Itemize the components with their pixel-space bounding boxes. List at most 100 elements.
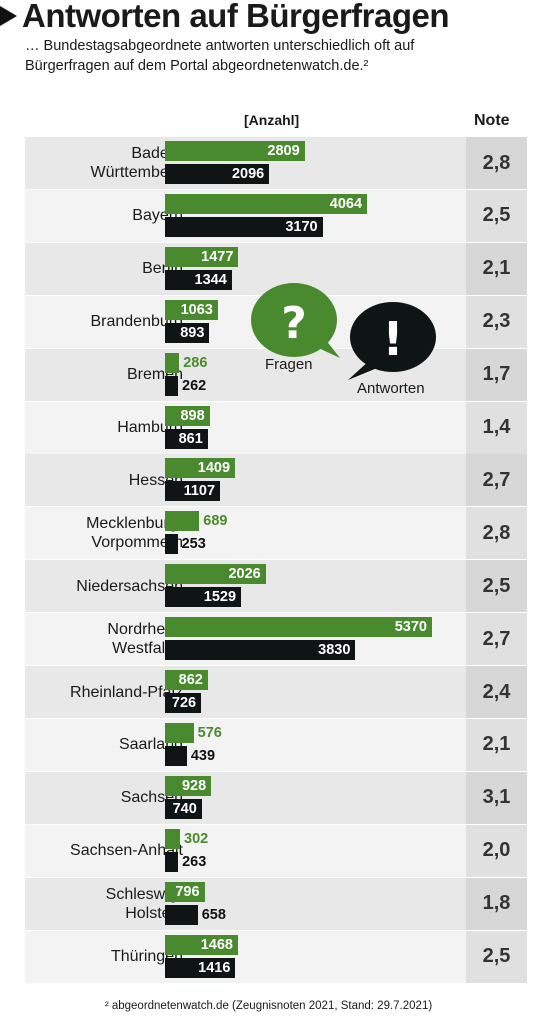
category-label: Schleswig- Holstein [105, 885, 183, 922]
answer-bar [165, 322, 210, 343]
question-bar [165, 775, 212, 796]
chart-row: Baden- Württemberg 2809 2096 2,8 [25, 137, 527, 189]
grade-value: 1,4 [482, 416, 511, 438]
grade-cell [466, 877, 527, 930]
question-value-label: 1063 [180, 301, 213, 318]
grade-cell [466, 560, 527, 613]
question-value-label: 302 [184, 830, 209, 847]
chart-row: Brandenburg 1063 893 2,3 [25, 295, 527, 348]
answer-bar [165, 745, 187, 766]
category-label: Saarland [118, 736, 183, 754]
answer-bar [165, 534, 178, 555]
answer-value-label: 1107 [183, 483, 216, 500]
grade-cell [466, 507, 527, 560]
answer-value-label: 253 [181, 536, 206, 553]
question-value-label: 576 [197, 724, 222, 741]
question-value-label: 1409 [197, 460, 231, 477]
question-bar [165, 670, 208, 690]
grade-cell [466, 613, 527, 666]
question-value-label: 796 [175, 883, 200, 900]
question-bar [165, 352, 180, 373]
question-bar [165, 193, 368, 214]
question-value-label: 5370 [394, 619, 427, 636]
question-value-label: 4064 [329, 195, 363, 212]
answer-value-label: 1416 [198, 959, 231, 976]
grade-value: 2,4 [482, 680, 511, 703]
answer-value-label: 1344 [194, 271, 227, 288]
answer-value-label: 3830 [318, 642, 351, 659]
grade-cell [466, 295, 527, 348]
answer-value-label: 740 [172, 800, 197, 817]
chart-row: Niedersachsen 2026 1529 2,5 [25, 560, 527, 613]
grade-cell [466, 189, 527, 242]
chart-row: Hamburg 898 861 1,4 [25, 401, 527, 454]
grade-value: 2,7 [482, 627, 511, 650]
category-label: Rheinland-Pfalz [70, 683, 183, 701]
question-bar [165, 934, 238, 955]
question-bar [165, 299, 218, 320]
answer-bar [165, 904, 198, 925]
grade-value: 1,8 [482, 892, 511, 915]
grade-cell [466, 771, 527, 824]
grade-value: 2,1 [482, 257, 511, 280]
answer-bar [165, 587, 242, 608]
chart-row: Bayern 4064 3170 2,5 [25, 189, 527, 242]
question-bar [165, 458, 236, 479]
grade-value: 2,5 [482, 945, 511, 967]
question-value-label: 1468 [200, 936, 233, 953]
chart-row: Mecklenburg- Vorpommern 689 253 2,8 [25, 507, 527, 560]
grade-value: 2,7 [482, 468, 511, 491]
answer-bar [165, 481, 221, 502]
grade-cell [466, 401, 527, 454]
chart-row: Nordrhein- Westfalen 5370 3830 2,7 [25, 613, 527, 666]
answer-value-label: 2096 [231, 166, 265, 182]
chart-row: Bremen 286 262 1,7 [25, 348, 527, 401]
answer-value-label: 1529 [203, 589, 237, 606]
answer-bar [165, 216, 323, 237]
chart-row: Sachsen-Anhalt 302 263 2,0 [25, 824, 527, 877]
grade-cell [466, 137, 527, 189]
category-label: Mecklenburg- Vorpommern [86, 515, 183, 552]
question-value-label: 928 [181, 777, 207, 794]
category-label: Berlin [142, 260, 183, 278]
question-bar [165, 828, 181, 849]
grade-value: 2,8 [482, 521, 511, 544]
category-label: Brandenburg [90, 313, 183, 331]
question-value-label: 286 [183, 354, 208, 371]
category-label: Sachsen-Anhalt [70, 842, 183, 860]
category-label: Bayern [132, 207, 183, 225]
question-bar [165, 405, 210, 426]
question-bar [165, 246, 239, 267]
grade-cell [466, 930, 527, 983]
chart-row: Hessen 1409 1107 2,7 [25, 454, 527, 507]
answer-value-label: 861 [178, 430, 203, 447]
grade-header: Note [474, 112, 510, 129]
chart-row: Saarland 576 439 2,1 [25, 718, 527, 771]
answer-bar [165, 428, 208, 449]
legend-answers-label: Antworten [357, 380, 425, 397]
chart-row: Schleswig- Holstein 796 658 1,8 [25, 877, 527, 930]
category-label: Baden- Württemberg [90, 145, 183, 181]
question-value-label: 689 [203, 513, 228, 530]
category-label: Niedersachsen [76, 577, 183, 595]
question-value-label: 2809 [267, 143, 300, 159]
grade-value: 2,1 [482, 733, 511, 756]
answer-bar [165, 798, 202, 819]
category-label: Sachsen [120, 789, 183, 807]
grade-cell [466, 454, 527, 507]
answer-value-label: 658 [201, 906, 226, 923]
grade-value: 2,8 [482, 151, 511, 174]
grade-cell [466, 348, 527, 401]
grade-value: 2,0 [482, 839, 511, 862]
chart-row: Rheinland-Pfalz 862 726 2,4 [25, 666, 527, 718]
grade-value: 2,5 [482, 204, 511, 227]
grade-cell [466, 824, 527, 877]
question-value-label: 2026 [228, 566, 261, 583]
legend-questions-label: Fragen [265, 356, 313, 373]
subtitle: … Bundestagsabgeordnete antworten unters… [25, 38, 415, 74]
answer-bar [165, 851, 179, 872]
question-bar [165, 617, 432, 638]
chart-row: Berlin 1477 1344 2,1 [25, 242, 527, 295]
category-label: Bremen [126, 366, 183, 384]
